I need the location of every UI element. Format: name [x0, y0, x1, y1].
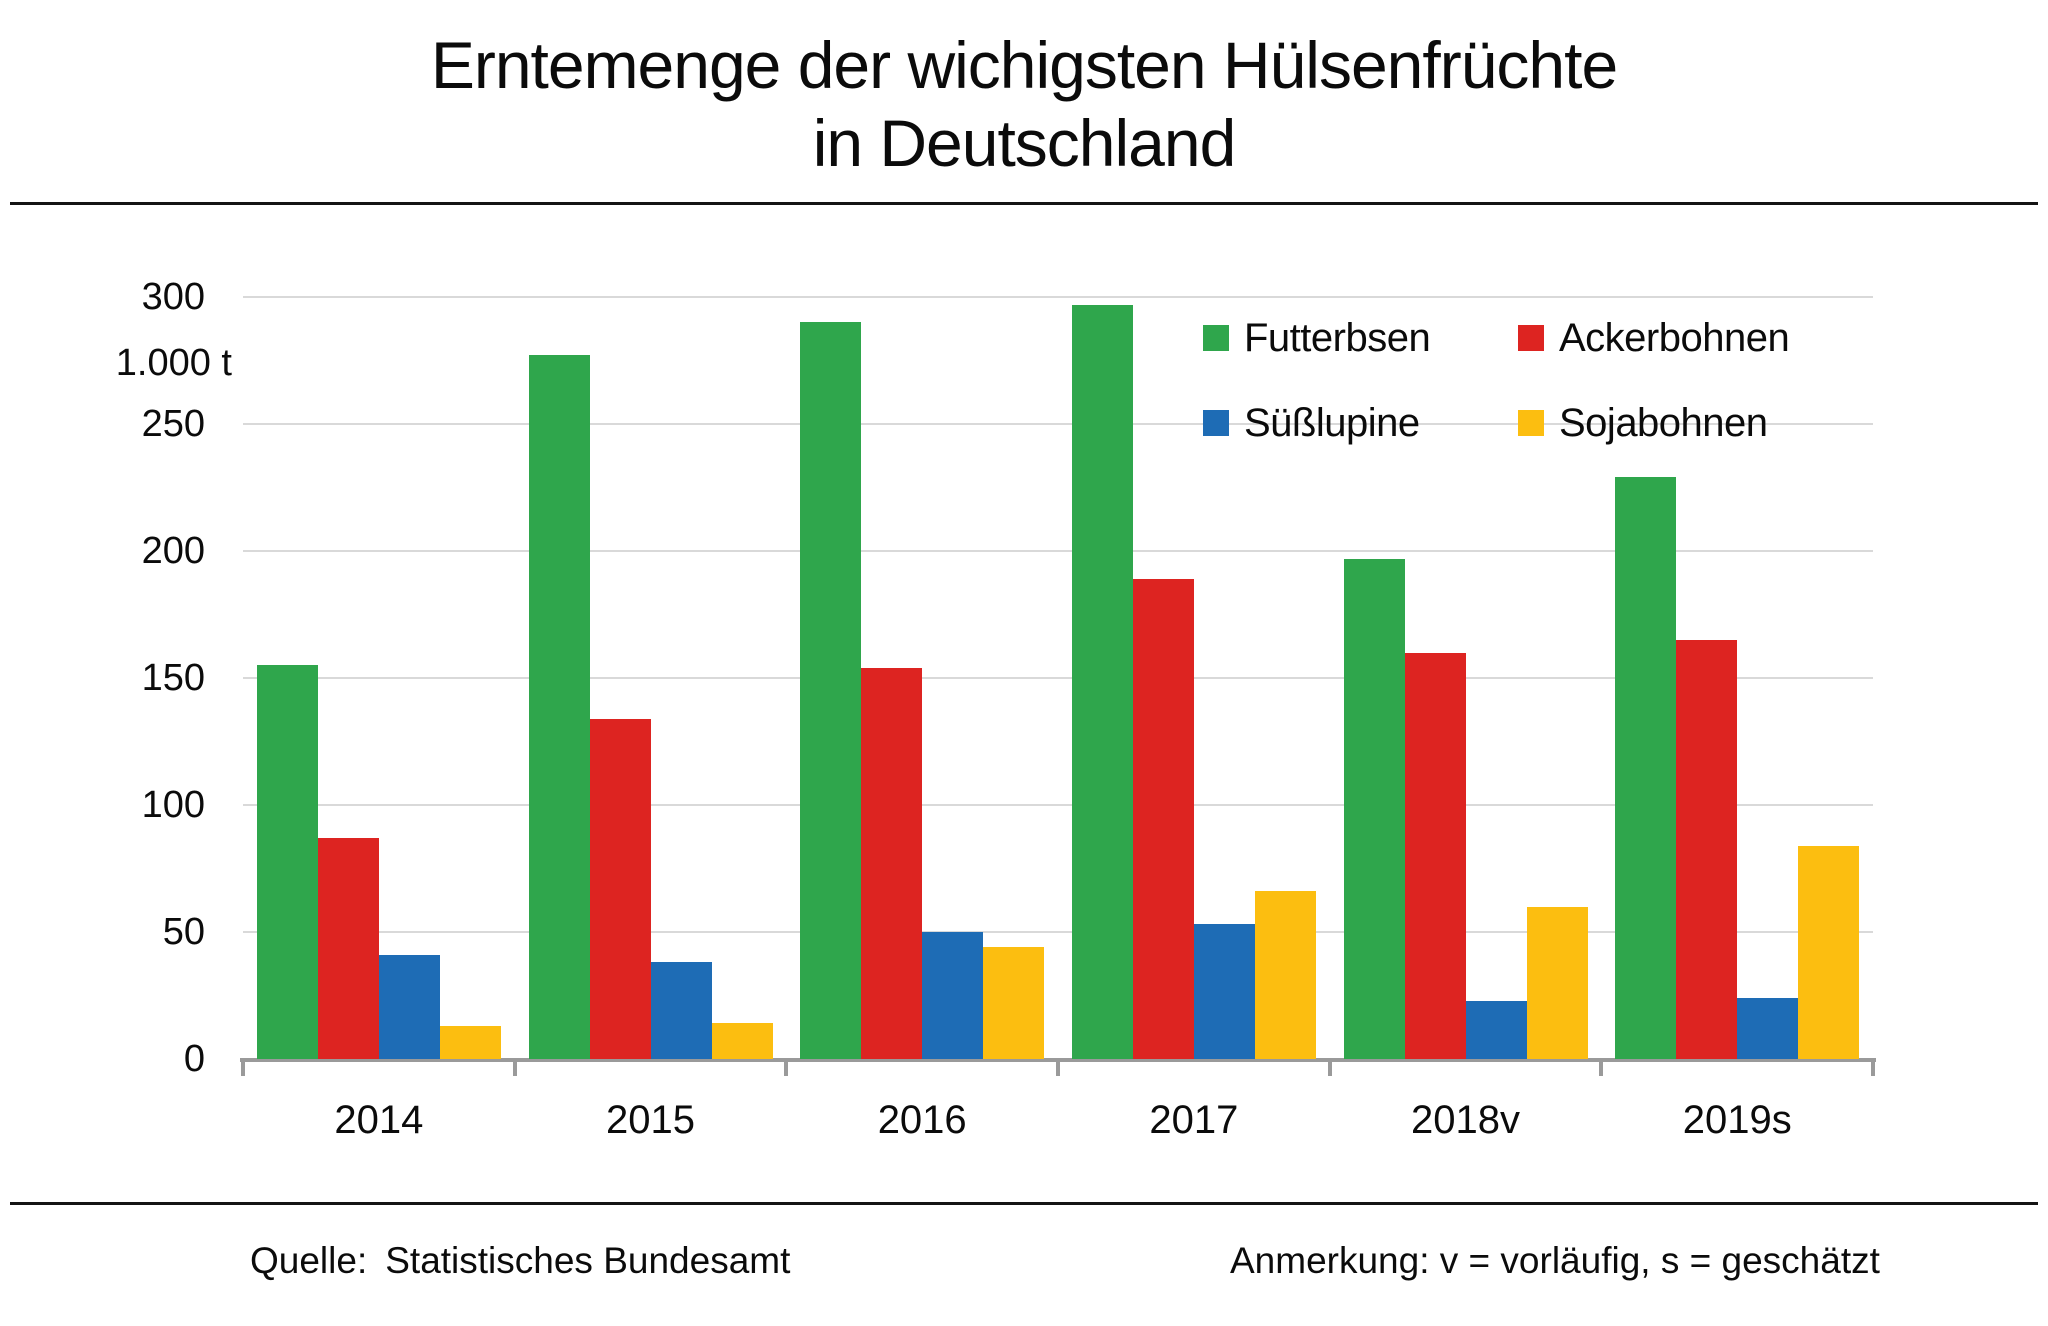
- bar-group-2015: [515, 297, 787, 1059]
- chart-title-line2: in Deutschland: [812, 106, 1237, 180]
- bar-sojabohnen-2017: [1254, 891, 1316, 1059]
- bar-slupine-2017: [1193, 924, 1255, 1059]
- gridline-200: [243, 550, 1873, 552]
- bar-sojabohnen-2014: [439, 1026, 501, 1059]
- x-axis-label-2016: 2016: [877, 1098, 967, 1142]
- x-axis-label-2019s: 2019s: [1682, 1098, 1792, 1142]
- gridline-250: [243, 423, 1873, 425]
- chart-title-line1: Erntemenge der wichigsten Hülsenfrüchte: [430, 28, 1618, 102]
- bar-futterbsen-2019s: [1615, 477, 1677, 1059]
- top-divider: [10, 202, 2038, 205]
- legend-label: Futterbsen: [1244, 315, 1431, 360]
- x-axis-tick: [1328, 1059, 1332, 1076]
- bar-ackerbohnen-2016: [861, 668, 923, 1059]
- x-axis-tick: [1599, 1059, 1603, 1076]
- bar-sojabohnen-2018v: [1526, 907, 1588, 1059]
- bar-futterbsen-2015: [528, 355, 590, 1059]
- legend-swatch-icon: [1203, 325, 1229, 351]
- x-axis-label-2017: 2017: [1149, 1098, 1239, 1142]
- annotation-note: Anmerkung: v = vorläufig, s = geschätzt: [1230, 1240, 1880, 1281]
- legend-entry-ackerbohnen: Ackerbohnen: [1518, 315, 1790, 361]
- legend-label: Ackerbohnen: [1559, 315, 1790, 360]
- x-axis-tick: [513, 1059, 517, 1076]
- bar-ackerbohnen-2015: [589, 719, 651, 1059]
- gridline-50: [243, 931, 1873, 933]
- legend-entry-slupine: Süßlupine: [1203, 400, 1420, 446]
- bar-slupine-2015: [650, 962, 712, 1059]
- source-note: Quelle: Statistisches Bundesamt: [250, 1240, 790, 1282]
- source-value: Statistisches Bundesamt: [385, 1240, 791, 1281]
- bar-futterbsen-2014: [256, 665, 318, 1059]
- y-axis-tick-label: 100: [141, 784, 205, 826]
- x-axis-tick: [1056, 1059, 1060, 1076]
- bar-group-2018v: [1330, 297, 1602, 1059]
- bar-futterbsen-2018v: [1343, 559, 1405, 1059]
- x-axis-label-2015: 2015: [606, 1098, 695, 1142]
- bar-slupine-2016: [922, 932, 984, 1059]
- bar-ackerbohnen-2014: [317, 838, 379, 1059]
- bar-ackerbohnen-2018v: [1404, 653, 1466, 1059]
- bar-futterbsen-2016: [800, 322, 862, 1059]
- bar-group-2019s: [1601, 297, 1873, 1059]
- legend-label: Sojabohnen: [1559, 400, 1768, 445]
- y-axis-tick-label: 150: [141, 657, 205, 699]
- legend-entry-sojabohnen: Sojabohnen: [1518, 400, 1768, 446]
- bar-sojabohnen-2015: [711, 1023, 773, 1059]
- y-axis-tick-label: 300: [141, 276, 205, 318]
- y-axis-tick-label: 50: [162, 911, 205, 953]
- gridline-150: [243, 677, 1873, 679]
- gridline-100: [243, 804, 1873, 806]
- bottom-divider: [10, 1202, 2038, 1205]
- y-axis-tick-label: 0: [183, 1038, 205, 1080]
- legend-swatch-icon: [1203, 410, 1229, 436]
- x-axis-tick: [1871, 1059, 1875, 1076]
- x-axis-label-2014: 2014: [334, 1098, 424, 1142]
- bar-group-2017: [1058, 297, 1330, 1059]
- bar-ackerbohnen-2017: [1132, 579, 1194, 1059]
- y-axis-tick-label: 250: [141, 403, 205, 445]
- legend-swatch-icon: [1518, 410, 1544, 436]
- bar-slupine-2018v: [1465, 1001, 1527, 1059]
- bar-slupine-2019s: [1737, 998, 1799, 1059]
- x-axis-tick: [784, 1059, 788, 1076]
- x-axis-tick: [241, 1059, 245, 1076]
- legend-entry-futterbsen: Futterbsen: [1203, 315, 1431, 361]
- bar-sojabohnen-2019s: [1798, 846, 1860, 1059]
- chart-title: Erntemenge der wichigsten Hülsenfrüchte …: [0, 26, 2048, 182]
- source-label: Quelle:: [250, 1240, 368, 1281]
- bar-groups: [243, 297, 1873, 1059]
- bar-group-2016: [786, 297, 1058, 1059]
- legend-swatch-icon: [1518, 325, 1544, 351]
- bar-slupine-2014: [378, 955, 440, 1059]
- bar-futterbsen-2017: [1071, 305, 1133, 1059]
- gridline-300: [243, 296, 1873, 298]
- x-axis-label-2018v: 2018v: [1411, 1098, 1521, 1142]
- y-axis-unit-label: 1.000 t: [115, 342, 232, 384]
- plot-area: Futterbsen Ackerbohnen Süßlupine Sojabohnen: [240, 296, 1876, 1076]
- bar-ackerbohnen-2019s: [1676, 640, 1738, 1059]
- y-axis-tick-label: 200: [141, 530, 205, 572]
- bar-group-2014: [243, 297, 515, 1059]
- bar-sojabohnen-2016: [983, 947, 1045, 1059]
- legend-label: Süßlupine: [1244, 400, 1420, 445]
- x-axis-labels: 2014 2015 2016 2017 2018v 2019s: [243, 1094, 1873, 1146]
